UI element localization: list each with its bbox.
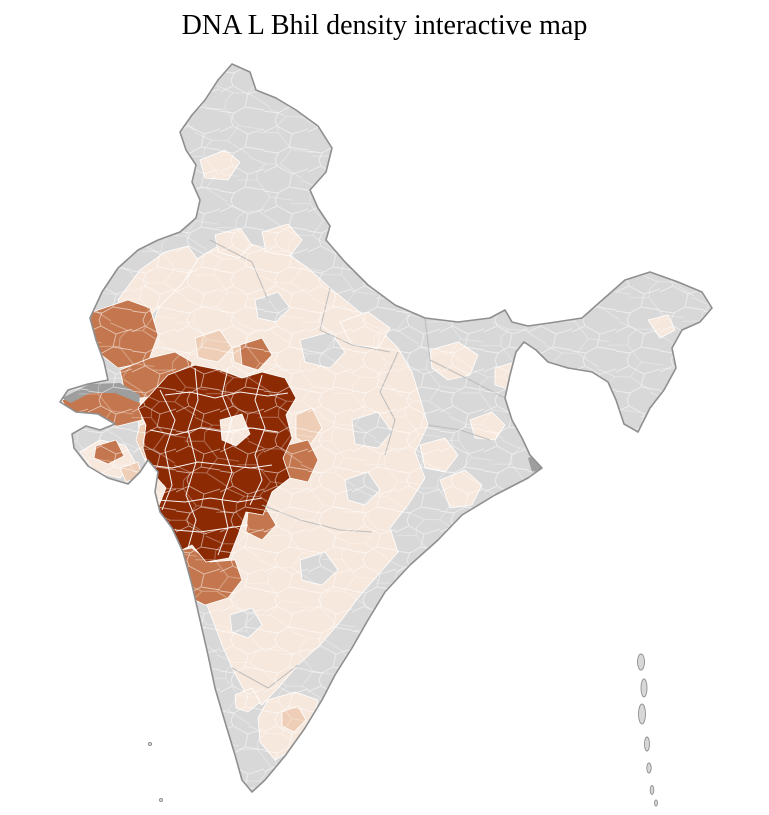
district-grid-texture-b — [60, 64, 712, 792]
lakshadweep-islands[interactable] — [147, 741, 164, 803]
india-outline — [59, 63, 713, 793]
page-title: DNA L Bhil density interactive map — [181, 10, 588, 41]
andaman-nicobar-islands[interactable] — [637, 653, 658, 807]
